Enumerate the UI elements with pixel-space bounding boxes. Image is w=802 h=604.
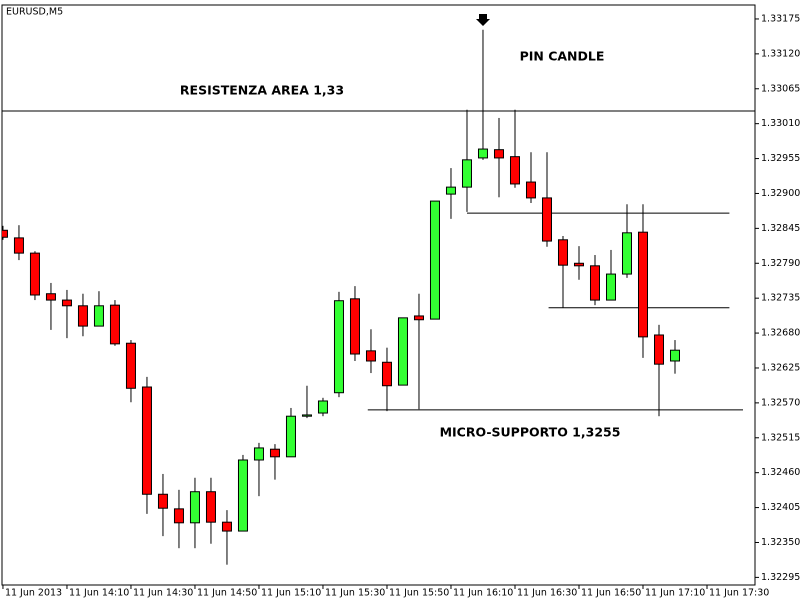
candle-body [653, 334, 664, 365]
candle-body [221, 521, 232, 532]
candle-body [365, 350, 376, 362]
candle-body [637, 231, 648, 338]
y-tick-label: 1.33065 [761, 83, 800, 94]
x-tick-label: 11 Jun 2013 [5, 588, 62, 599]
candle-body [349, 298, 360, 355]
y-tick-label: 1.33010 [761, 118, 800, 129]
candle-body [61, 299, 72, 307]
candle-body [77, 305, 88, 327]
candle-body [573, 262, 584, 267]
candle-body [205, 491, 216, 523]
x-tick-label: 11 Jun 14:50 [197, 588, 257, 599]
arrow-icon [476, 14, 490, 26]
candle-body [589, 265, 600, 301]
candle-body [269, 448, 280, 458]
y-tick-label: 1.32790 [761, 258, 800, 269]
candle-body [285, 415, 296, 458]
y-tick-label: 1.32570 [761, 397, 800, 408]
candle-body [317, 400, 328, 414]
annotation: PIN CANDLE [520, 49, 605, 64]
candle-body [2, 229, 8, 238]
candle-body [509, 156, 520, 185]
annotation: MICRO-SUPPORTO 1,3255 [440, 425, 621, 440]
candle-body [333, 300, 344, 394]
candle-body [541, 197, 552, 242]
x-tick-label: 11 Jun 16:30 [517, 588, 577, 599]
x-tick-label: 11 Jun 16:50 [581, 588, 641, 599]
y-tick-label: 1.32460 [761, 467, 800, 478]
y-tick-label: 1.32955 [761, 153, 800, 164]
chart-title: EURUSD,M5 [6, 7, 63, 18]
candle-body [461, 159, 472, 188]
candle-body [493, 149, 504, 159]
candle-body [45, 293, 56, 301]
plot-frame [1, 4, 756, 586]
candle-body [605, 273, 616, 301]
candle-body [429, 200, 440, 320]
y-tick-label: 1.32625 [761, 362, 800, 373]
candle-body [93, 305, 104, 327]
plot-area [2, 29, 755, 565]
candle-body [621, 232, 632, 275]
y-tick-label: 1.32405 [761, 502, 800, 513]
candle-body [173, 508, 184, 524]
candle-body [13, 237, 24, 254]
y-tick-label: 1.32735 [761, 293, 800, 304]
y-tick-label: 1.33120 [761, 48, 800, 59]
candle-body [237, 459, 248, 532]
x-tick-label: 11 Jun 17:30 [709, 588, 769, 599]
candle-body [189, 491, 200, 524]
x-tick-label: 11 Jun 17:10 [645, 588, 705, 599]
y-tick-label: 1.32295 [761, 572, 800, 583]
x-tick-label: 11 Jun 15:50 [389, 588, 449, 599]
candle-body [109, 304, 120, 345]
candle-body [525, 181, 536, 199]
candle-body [557, 239, 568, 266]
candle-body [669, 349, 680, 362]
candle-body [477, 148, 488, 159]
candle-body [445, 186, 456, 195]
candle-body [29, 252, 40, 296]
y-tick-label: 1.32350 [761, 537, 800, 548]
x-tick-label: 11 Jun 14:30 [133, 588, 193, 599]
candle-body [253, 447, 264, 461]
candle-body [397, 317, 408, 386]
candle-body [141, 386, 152, 495]
y-tick-label: 1.32845 [761, 223, 800, 234]
x-tick-label: 11 Jun 15:30 [325, 588, 385, 599]
x-tick-label: 11 Jun 15:10 [261, 588, 321, 599]
x-tick-label: 11 Jun 16:10 [453, 588, 513, 599]
x-tick-label: 11 Jun 14:10 [69, 588, 129, 599]
y-tick-label: 1.32515 [761, 432, 800, 443]
annotation: RESISTENZA AREA 1,33 [180, 83, 344, 98]
candle-body [413, 315, 424, 321]
candle-body [301, 414, 312, 417]
y-tick-label: 1.32680 [761, 328, 800, 339]
candle-body [381, 361, 392, 387]
y-tick-label: 1.33175 [761, 13, 800, 24]
candle-body [125, 342, 136, 389]
candle-body [157, 493, 168, 509]
y-tick-label: 1.32900 [761, 188, 800, 199]
